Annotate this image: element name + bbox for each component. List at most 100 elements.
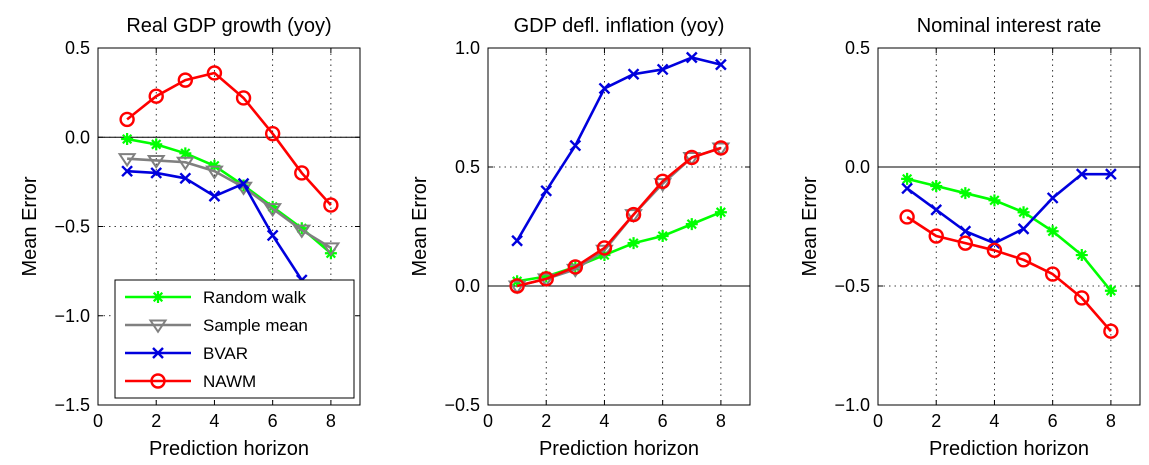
y-axis-label: Mean Error — [19, 176, 41, 276]
data-point — [1046, 192, 1059, 204]
y-tick-label: −1.0 — [54, 306, 90, 326]
data-point — [1075, 249, 1088, 262]
x-tick-label: 0 — [873, 411, 883, 431]
x-tick-label: 4 — [599, 411, 609, 431]
data-point — [146, 154, 166, 170]
data-point — [540, 184, 553, 197]
series-line — [515, 56, 722, 242]
data-point — [263, 203, 283, 218]
y-tick-label: 0.0 — [845, 157, 870, 177]
data-point — [899, 209, 915, 225]
series-line — [906, 215, 1112, 333]
legend-item-nawm: NAWM — [125, 372, 256, 391]
y-tick-label: −1.0 — [834, 395, 870, 415]
x-tick-label: 2 — [541, 411, 551, 431]
data-point — [627, 68, 640, 81]
data-point — [567, 259, 584, 275]
chart-panel-3: 0 2 4 6 8 −1.0 −0.5 0.0 0.5 Nominal interest rate… — [799, 15, 1141, 460]
data-point — [266, 200, 279, 213]
series-line — [906, 177, 1112, 292]
data-point — [295, 222, 308, 235]
chart-title: Real GDP growth (yoy) — [126, 15, 331, 37]
series-line — [126, 71, 332, 206]
data-point — [148, 88, 164, 104]
legend-item-random-walk: Random walk — [125, 288, 306, 307]
data-point — [237, 177, 250, 190]
x-tick-label: 8 — [716, 411, 726, 431]
legend-marker — [148, 319, 168, 334]
data-point — [596, 240, 613, 256]
data-point — [235, 90, 252, 106]
series-line — [516, 146, 722, 288]
data-point — [179, 172, 192, 185]
data-point — [205, 165, 224, 180]
data-point — [1103, 323, 1119, 339]
data-point — [714, 206, 727, 219]
series-random-walk — [901, 172, 1117, 297]
data-point — [150, 138, 163, 151]
data-point — [206, 65, 223, 81]
legend-marker — [150, 373, 166, 389]
x-tick-label: 8 — [1106, 411, 1116, 431]
data-point — [292, 224, 312, 239]
x-tick-label: 6 — [268, 411, 278, 431]
series-nawm — [899, 209, 1119, 339]
data-point — [1017, 206, 1030, 219]
data-point — [540, 270, 553, 283]
x-tick-label: 2 — [931, 411, 941, 431]
series-bvar — [901, 168, 1117, 250]
data-point — [1075, 168, 1088, 180]
data-point — [684, 149, 700, 166]
axes-box — [877, 47, 1141, 406]
legend-item-bvar: BVAR — [125, 344, 248, 363]
data-point — [682, 151, 702, 167]
x-axis-label: Prediction horizon — [149, 438, 309, 460]
data-point — [294, 165, 310, 181]
chart-title: Nominal interest rate — [917, 15, 1102, 37]
data-point — [930, 180, 943, 193]
data-point — [598, 82, 611, 95]
data-point — [930, 203, 943, 216]
data-point — [511, 234, 523, 247]
data-point — [117, 153, 137, 168]
data-point — [565, 263, 585, 278]
data-point — [685, 218, 698, 231]
data-point — [569, 139, 582, 152]
data-point — [1017, 223, 1030, 235]
data-point — [507, 280, 527, 295]
y-tick-label: −1.5 — [54, 395, 90, 415]
data-point — [1046, 225, 1059, 238]
data-point — [1104, 284, 1117, 297]
legend-label: Random walk — [203, 288, 306, 307]
data-point — [1105, 168, 1117, 180]
y-tick-label: 1.0 — [455, 38, 480, 58]
x-axis-label: Prediction horizon — [929, 438, 1089, 460]
y-tick-label: 0.0 — [455, 276, 480, 296]
y-tick-label: 0.5 — [455, 157, 480, 177]
axes-box — [487, 47, 751, 406]
legend-marker — [152, 347, 164, 359]
x-tick-label: 6 — [1048, 411, 1058, 431]
data-point — [928, 228, 944, 244]
data-point — [901, 172, 914, 185]
y-tick-label: −0.5 — [54, 217, 90, 237]
y-tick-label: −0.5 — [444, 395, 480, 415]
y-tick-label: −0.5 — [834, 276, 870, 296]
data-point — [959, 225, 972, 238]
chart-panel-2: 0 2 4 6 8 −0.5 0.0 0.5 1.0 GDP defl. inflation (y… — [409, 15, 751, 460]
x-tick-label: 4 — [989, 411, 999, 431]
legend: Random walk Sample mean BVAR NAWM — [114, 279, 355, 399]
chart-panel-1: 0 2 4 6 8 −1.5 −1.0 −0.5 0.0 0.5 Real GDP growth (… — [19, 15, 361, 460]
data-point — [715, 58, 727, 71]
data-point — [986, 242, 1003, 259]
chart-title: GDP defl. inflation (yoy) — [514, 15, 725, 37]
data-point — [323, 197, 339, 213]
x-tick-label: 6 — [658, 411, 668, 431]
y-axis-label: Mean Error — [799, 176, 821, 276]
data-point — [654, 173, 671, 189]
data-point — [321, 242, 341, 257]
data-point — [625, 206, 642, 223]
series-bvar — [511, 51, 727, 247]
data-point — [957, 235, 974, 251]
